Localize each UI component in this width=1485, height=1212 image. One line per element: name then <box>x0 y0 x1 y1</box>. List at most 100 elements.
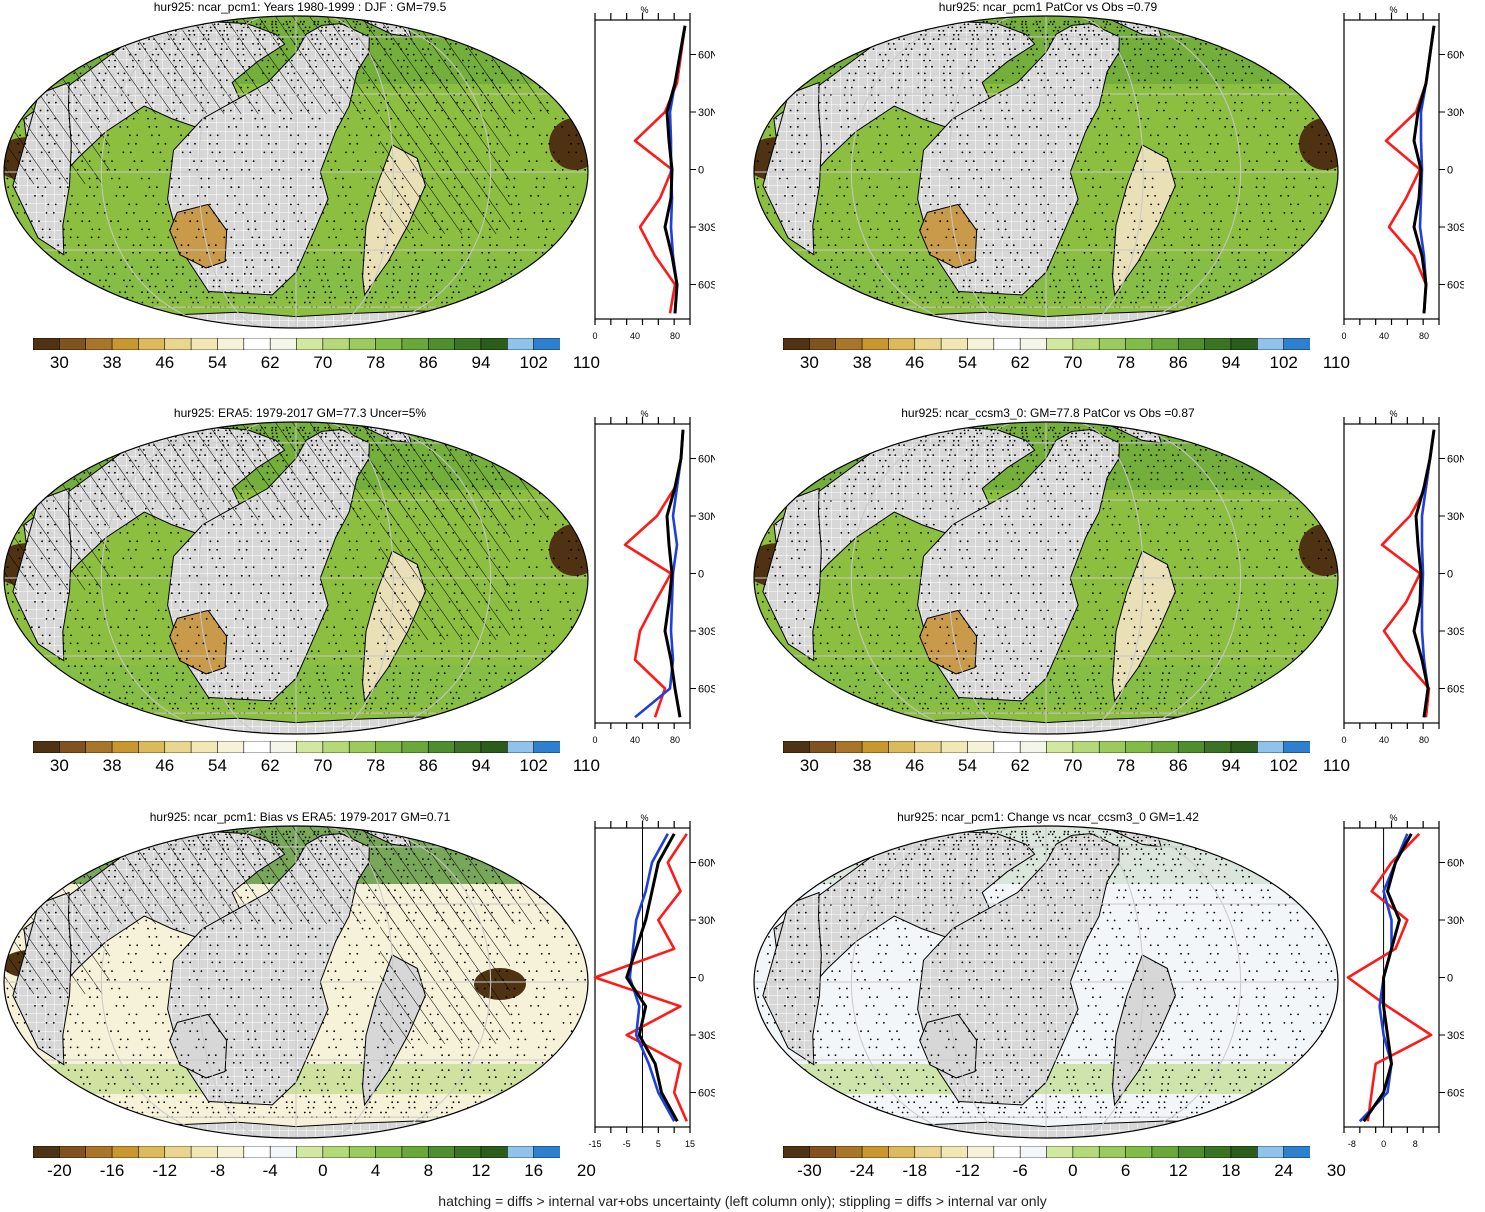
lat-label: 60N <box>1447 454 1464 466</box>
profile-xtick-label: -8 <box>1348 1139 1356 1149</box>
lat-label: 60S <box>698 280 715 292</box>
colorbar-tick-label: 38 <box>102 353 122 372</box>
colorbar-labels-p2: 30 38 46 54 62 70 78 86 94 102 110 <box>783 353 1350 375</box>
profile-line-black <box>663 429 685 718</box>
colorbar-tick-label: 30 <box>1326 1161 1346 1180</box>
profile-unit-label: % <box>640 813 648 823</box>
panel-title: hur925: ncar_pcm1: Years 1980-1999 : DJF… <box>153 0 447 14</box>
lat-label: 60S <box>698 684 715 696</box>
colorbar-tick-label: 30 <box>799 353 819 372</box>
lat-label: 30N <box>1447 915 1464 927</box>
profile-line-red <box>1346 832 1433 1122</box>
colorbar-tick-label: -8 <box>209 1161 226 1180</box>
lat-label: 30S <box>1447 1030 1464 1042</box>
profile-p1: % 0 40 80 60N 30N 0 30S 60S <box>592 5 715 341</box>
colorbar-tick-label: 70 <box>313 353 333 372</box>
profile-p3: % 0 40 80 60N 30N 0 30S 60S <box>592 409 715 745</box>
colorbar-tick-label: 46 <box>905 756 925 775</box>
profile-line-black <box>625 833 679 1123</box>
colorbar-tick-label: 86 <box>418 353 438 372</box>
colorbar-tick-label: 4 <box>370 1161 381 1180</box>
map-p6 <box>753 825 1339 1139</box>
colorbar-labels-p5: -20 -16 -12 -8 -4 0 4 8 12 16 20 <box>33 1161 596 1183</box>
colorbar-tick-label: 70 <box>313 756 333 775</box>
colorbar-tick-label: 38 <box>102 756 122 775</box>
colorbar-tick-label: 110 <box>572 756 600 775</box>
colorbar-tick-label: 0 <box>318 1161 328 1180</box>
map-p2 <box>753 15 1339 329</box>
colorbar-tick-label: 78 <box>1116 756 1136 775</box>
colorbar-tick-label: -18 <box>902 1161 928 1180</box>
colorbar-tick-label: 30 <box>49 756 69 775</box>
colorbar-tick-label: 12 <box>471 1161 491 1180</box>
lat-label: 0 <box>698 973 704 985</box>
profile-xtick-label: -15 <box>588 1139 601 1149</box>
lat-label: 30S <box>698 626 715 638</box>
colorbar-tick-label: 46 <box>155 756 175 775</box>
lat-label: 60S <box>1447 1088 1464 1100</box>
colorbar-tick-label: 46 <box>905 353 925 372</box>
colorbar-tick-label: 86 <box>1168 353 1188 372</box>
profile-xtick-label: 0 <box>1341 331 1346 341</box>
lat-label: 0 <box>1447 569 1453 581</box>
colorbar-tick-label: 94 <box>1221 756 1241 775</box>
colorbar-tick-label: 78 <box>366 353 386 372</box>
colorbar-labels-p1: 30 38 46 54 62 70 78 86 94 102 110 <box>33 353 600 375</box>
profile-xtick-label: 80 <box>670 331 680 341</box>
colorbar-tick-label: 86 <box>418 756 438 775</box>
lat-label: 30N <box>698 915 715 927</box>
colorbar-tick-label: 46 <box>155 353 175 372</box>
panel-title: hur925: ncar_pcm1: Change vs ncar_ccsm3_… <box>897 810 1199 824</box>
colorbar-tick-label: 54 <box>958 353 977 372</box>
colorbar-tick-label: 24 <box>1274 1161 1294 1180</box>
colorbar-tick-label: -12 <box>955 1161 980 1180</box>
lat-label: 60N <box>698 858 715 870</box>
panel-title: hur925: ncar_ccsm3_0: GM=77.8 PatCor vs … <box>901 406 1195 420</box>
colorbar-p6 <box>783 1146 1310 1158</box>
colorbar-tick-label: 12 <box>1168 1161 1188 1180</box>
colorbar-p1 <box>33 338 560 350</box>
map-p3 <box>3 421 589 735</box>
colorbar-tick-label: 54 <box>208 353 227 372</box>
lat-label: 60S <box>1447 684 1464 696</box>
footer-note: hatching = diffs > internal var+obs unce… <box>438 1193 1047 1209</box>
profile-unit-label: % <box>640 409 648 419</box>
colorbar-tick-label: -30 <box>797 1161 822 1180</box>
profile-line-black <box>1412 429 1436 718</box>
colorbar-tick-label: 94 <box>471 756 491 775</box>
profile-xtick-label: 40 <box>630 735 640 745</box>
colorbar-tick-label: -24 <box>849 1161 875 1180</box>
panel-p5: hur925: ncar_pcm1: Bias vs ERA5: 1979-20… <box>0 808 740 1188</box>
map-p4 <box>753 421 1339 735</box>
profile-xtick-label: 0 <box>1381 1139 1386 1149</box>
colorbar-tick-label: -12 <box>152 1161 178 1180</box>
map-p5 <box>3 825 589 1139</box>
lat-label: 30S <box>1447 626 1464 638</box>
profile-xtick-label: 80 <box>1419 331 1429 341</box>
map-p1 <box>3 15 589 329</box>
colorbar-tick-label: 102 <box>519 353 548 372</box>
profile-xtick-label: 80 <box>1419 735 1429 745</box>
colorbar-tick-label: 110 <box>572 353 600 372</box>
colorbar-p5 <box>33 1146 560 1158</box>
lat-label: 30N <box>1447 107 1464 119</box>
profile-xtick-label: 0 <box>592 735 597 745</box>
colorbar-tick-label: 18 <box>1221 1161 1241 1180</box>
profile-unit-label: % <box>1389 5 1397 15</box>
profile-line-black <box>1412 25 1436 314</box>
colorbar-tick-label: 62 <box>1010 756 1030 775</box>
colorbar-tick-label: 30 <box>49 353 69 372</box>
colorbar-tick-label: 110 <box>1322 353 1350 372</box>
colorbar-tick-label: -4 <box>262 1161 278 1180</box>
profile-xtick-label: 15 <box>685 1139 695 1149</box>
profile-line-blue <box>628 833 676 1122</box>
lat-label: 60N <box>1447 50 1464 62</box>
panel-title: hur925: ERA5: 1979-2017 GM=77.3 Uncer=5% <box>173 406 427 420</box>
colorbar-tick-label: 20 <box>576 1161 596 1180</box>
colorbar-tick-label: 16 <box>524 1161 544 1180</box>
lat-label: 60N <box>1447 858 1464 870</box>
profile-frame <box>594 423 691 724</box>
lat-label: 0 <box>698 569 704 581</box>
profile-xtick-label: 80 <box>670 735 680 745</box>
colorbar-tick-label: -6 <box>1012 1161 1028 1180</box>
